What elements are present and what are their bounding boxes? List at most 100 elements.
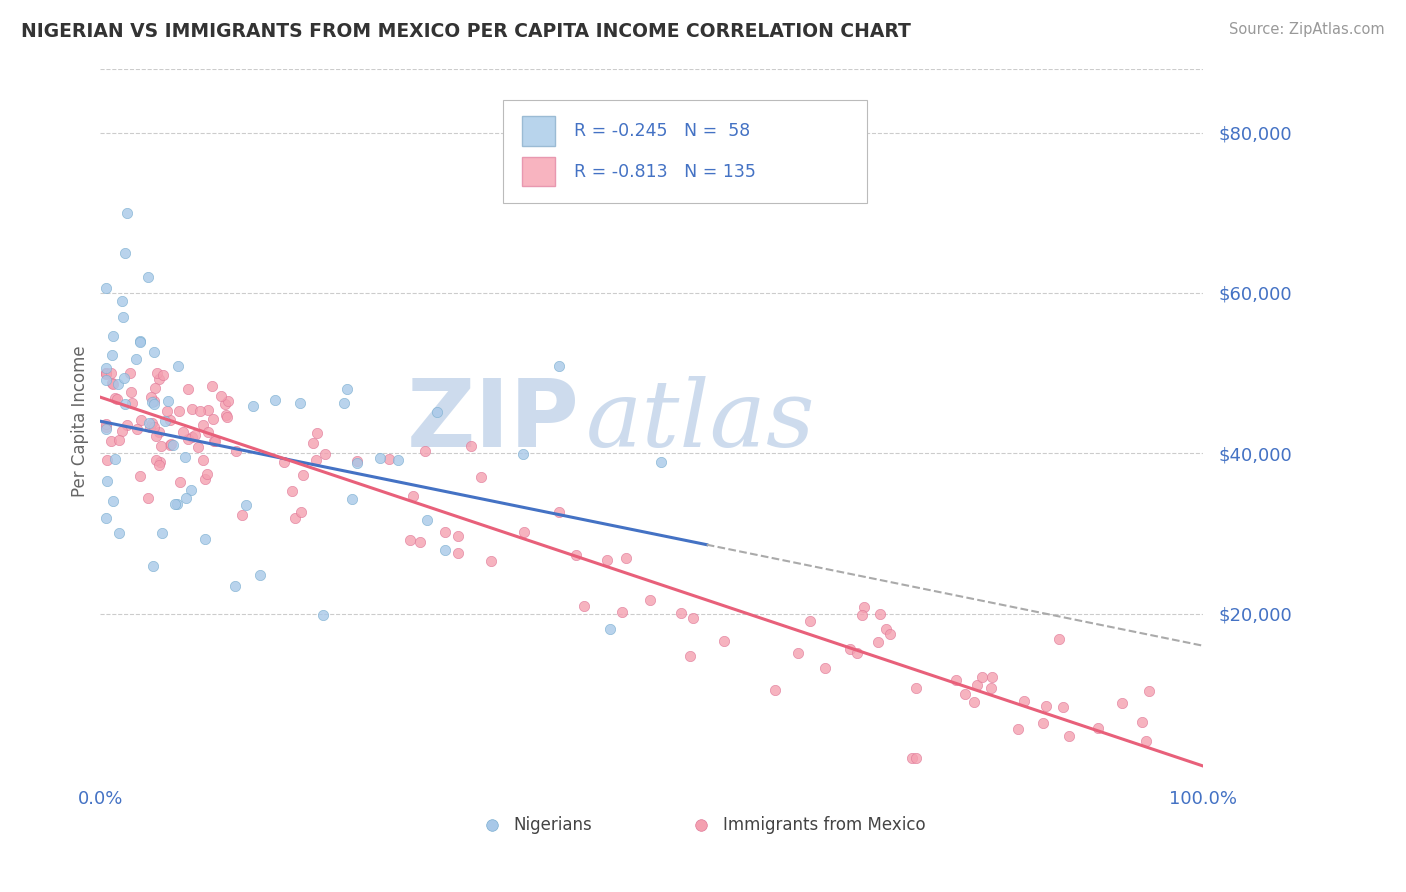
Point bbox=[94, 373, 117, 387]
Point bbox=[167, 359, 190, 374]
Point bbox=[281, 484, 304, 499]
Point bbox=[242, 400, 264, 414]
Text: Source: ZipAtlas.com: Source: ZipAtlas.com bbox=[1229, 22, 1385, 37]
Bar bbox=[522, 157, 554, 186]
Point bbox=[217, 409, 239, 424]
Point bbox=[94, 420, 117, 434]
Point bbox=[1032, 716, 1054, 731]
Point bbox=[264, 392, 287, 407]
Point bbox=[136, 491, 159, 505]
Point bbox=[127, 422, 149, 436]
Point bbox=[305, 452, 328, 467]
Point bbox=[225, 443, 247, 458]
Point bbox=[1087, 721, 1109, 735]
Point bbox=[120, 366, 142, 380]
Text: NIGERIAN VS IMMIGRANTS FROM MEXICO PER CAPITA INCOME CORRELATION CHART: NIGERIAN VS IMMIGRANTS FROM MEXICO PER C… bbox=[21, 22, 911, 41]
Point bbox=[288, 396, 311, 410]
Point bbox=[1047, 632, 1070, 646]
Point bbox=[368, 451, 391, 466]
Point bbox=[713, 634, 735, 648]
Point bbox=[94, 511, 117, 525]
Point bbox=[433, 524, 456, 539]
Text: Immigrants from Mexico: Immigrants from Mexico bbox=[723, 816, 927, 834]
Point bbox=[682, 611, 704, 625]
Point bbox=[101, 328, 124, 343]
Text: Nigerians: Nigerians bbox=[513, 816, 592, 834]
Point bbox=[1035, 699, 1057, 714]
Point bbox=[115, 418, 138, 433]
Point bbox=[1137, 684, 1160, 698]
Point bbox=[292, 468, 315, 483]
Point bbox=[596, 553, 619, 567]
Point bbox=[100, 434, 122, 449]
Point bbox=[845, 646, 868, 660]
Point bbox=[169, 475, 191, 489]
Point bbox=[148, 425, 170, 440]
Point bbox=[333, 396, 356, 410]
Point bbox=[1111, 696, 1133, 710]
Point bbox=[1057, 729, 1080, 743]
Point bbox=[572, 599, 595, 613]
Point bbox=[180, 483, 202, 497]
Point bbox=[302, 436, 325, 450]
Point bbox=[114, 397, 136, 411]
Point bbox=[177, 382, 200, 396]
Point bbox=[167, 404, 190, 418]
Point bbox=[107, 377, 129, 392]
Point bbox=[128, 469, 150, 483]
Point bbox=[115, 206, 138, 220]
Point bbox=[94, 360, 117, 375]
Point bbox=[346, 456, 368, 470]
Point bbox=[148, 458, 170, 473]
Point bbox=[763, 683, 786, 698]
Point bbox=[963, 695, 986, 709]
Point bbox=[111, 293, 134, 308]
Point bbox=[101, 377, 124, 392]
Point bbox=[194, 472, 217, 486]
Point bbox=[470, 469, 492, 483]
Point bbox=[966, 678, 988, 692]
Point bbox=[111, 424, 134, 438]
Point bbox=[128, 334, 150, 348]
Point bbox=[112, 310, 135, 324]
Point bbox=[273, 455, 295, 469]
Point bbox=[94, 367, 117, 381]
Point bbox=[426, 405, 449, 419]
Point bbox=[141, 416, 163, 430]
Bar bbox=[522, 117, 554, 146]
Point bbox=[814, 661, 837, 675]
Point bbox=[166, 497, 188, 511]
Point bbox=[187, 440, 209, 454]
Point bbox=[852, 599, 875, 614]
Point bbox=[231, 508, 253, 522]
Point bbox=[869, 607, 891, 621]
Point bbox=[336, 383, 359, 397]
Point bbox=[181, 430, 204, 444]
Point bbox=[120, 385, 142, 400]
Point bbox=[402, 489, 425, 503]
Point bbox=[868, 635, 890, 649]
Point bbox=[94, 422, 117, 436]
Point bbox=[217, 394, 239, 409]
Point bbox=[215, 408, 238, 422]
Y-axis label: Per Capita Income: Per Capita Income bbox=[72, 345, 89, 497]
Point bbox=[1135, 734, 1157, 748]
Point bbox=[121, 395, 143, 409]
Point bbox=[201, 379, 224, 393]
Text: R = -0.813   N = 135: R = -0.813 N = 135 bbox=[575, 162, 756, 180]
Point bbox=[204, 434, 226, 448]
Point bbox=[139, 390, 162, 404]
Point bbox=[387, 453, 409, 467]
Point bbox=[1012, 694, 1035, 708]
Point bbox=[107, 392, 129, 406]
Point bbox=[150, 525, 173, 540]
Point bbox=[972, 669, 994, 683]
Point bbox=[904, 681, 927, 696]
Point bbox=[148, 371, 170, 385]
Point bbox=[415, 513, 437, 527]
Point bbox=[346, 454, 368, 468]
Point bbox=[599, 622, 621, 636]
Point bbox=[143, 381, 166, 395]
Point bbox=[1007, 722, 1029, 736]
Point bbox=[145, 453, 167, 467]
